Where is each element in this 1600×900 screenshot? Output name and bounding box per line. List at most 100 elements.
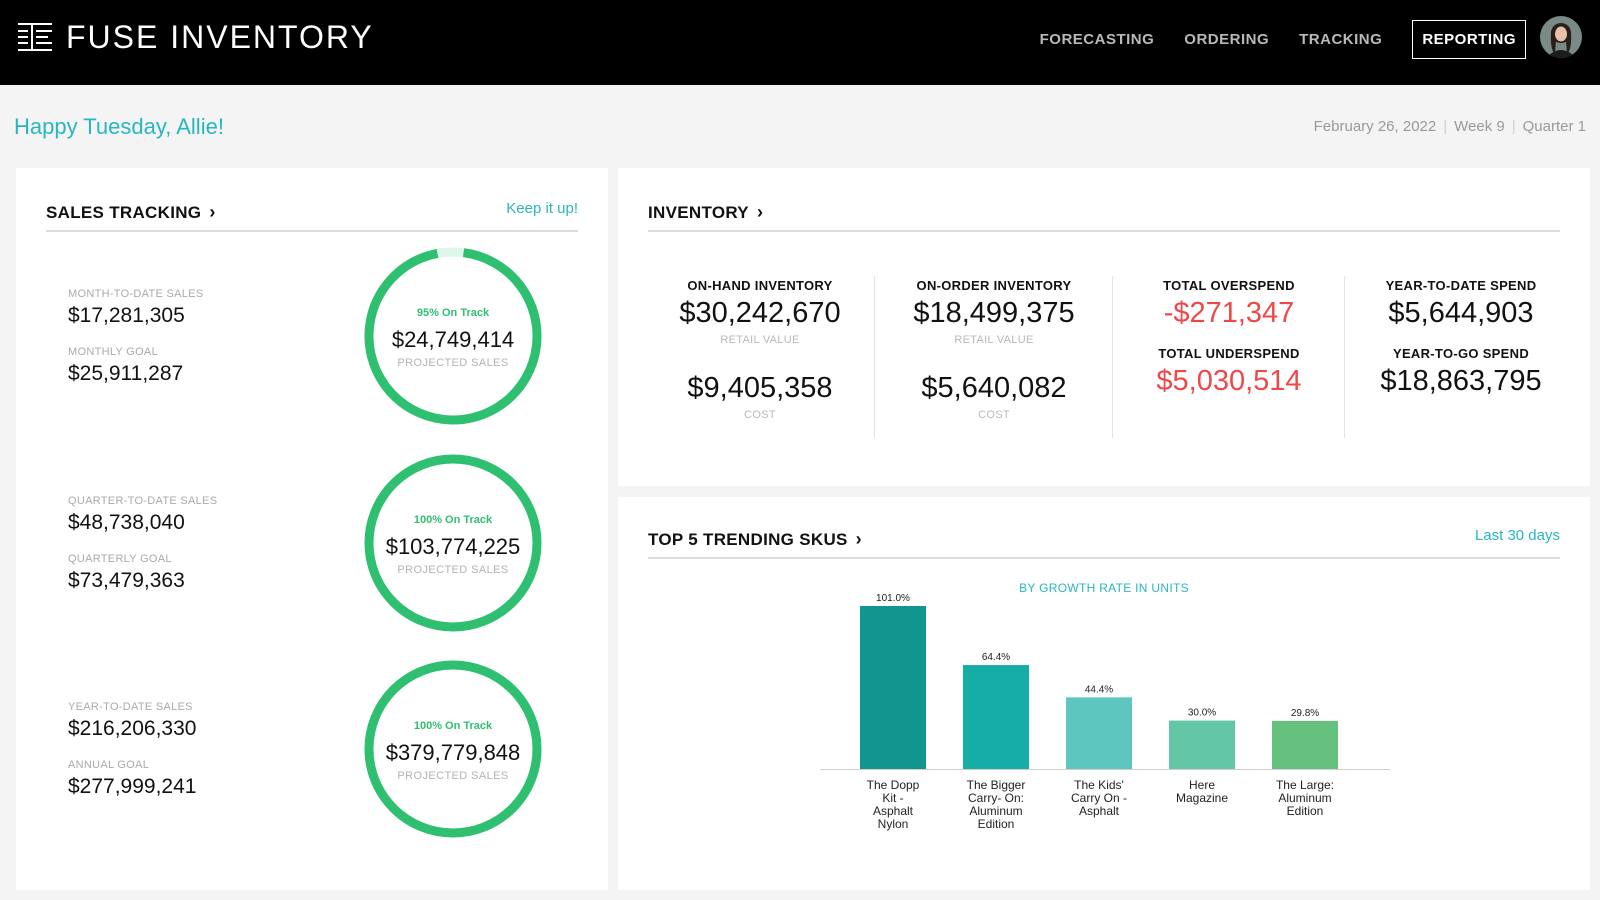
app-title: FUSE INVENTORY (66, 18, 374, 55)
goal-label: ANNUAL GOAL (68, 759, 150, 771)
ring-label: 100% On Track $379,779,848 PROJECTED SAL… (363, 720, 543, 782)
underspend-value: $5,030,514 (1156, 365, 1302, 397)
trending-skus-title-text: TOP 5 TRENDING SKUS (648, 529, 848, 549)
current-date: February 26, 2022 (1313, 118, 1437, 135)
category-label-line: Here (1189, 778, 1215, 792)
inventory-card: INVENTORY › ON-HAND INVENTORY $30,242,67… (618, 168, 1590, 486)
avatar-icon (1540, 16, 1582, 58)
on-hand-retail-value: $30,242,670 (679, 297, 841, 329)
logo[interactable]: FUSE INVENTORY (16, 18, 374, 56)
spend-variance: TOTAL OVERSPEND -$271,347 TOTAL UNDERSPE… (1124, 278, 1334, 398)
overspend-value: -$271,347 (1163, 297, 1295, 329)
category-label-line: The Kids' (1074, 778, 1124, 792)
ytg-spend-label: YEAR-TO-GO SPEND (1392, 346, 1530, 361)
top-navigation-bar: FUSE INVENTORY FORECASTING ORDERING TRAC… (0, 0, 1600, 85)
category-label-line: Asphalt (1079, 804, 1120, 818)
category-label-line: The Dopp (867, 778, 920, 792)
projected-sales-value: $103,774,225 (385, 534, 521, 559)
overspend-label: TOTAL OVERSPEND (1163, 278, 1295, 293)
nav-tracking[interactable]: TRACKING (1299, 31, 1383, 48)
category-label-line: Carry- On: (968, 791, 1024, 805)
category-label-line: The Bigger (967, 778, 1026, 792)
progress-ring (364, 660, 542, 838)
goal-value: $25,911,287 (68, 362, 184, 385)
projected-sales-label: PROJECTED SALES (397, 357, 509, 369)
user-avatar[interactable] (1540, 16, 1582, 58)
bar[interactable] (1066, 697, 1132, 769)
goal-label: MONTHLY GOAL (68, 346, 158, 358)
goal-value: $277,999,241 (68, 775, 197, 798)
divider (46, 230, 578, 232)
category-label-line: Aluminum (969, 804, 1022, 818)
on-order-retail-value: $18,499,375 (913, 297, 1075, 329)
category-label-line: Asphalt (873, 804, 914, 818)
period-selector[interactable]: Last 30 days (1474, 527, 1560, 544)
month-sales-block: MONTH-TO-DATE SALES $17,281,305 MONTHLY … (68, 288, 203, 386)
sales-value: $17,281,305 (68, 304, 185, 327)
sales-tracking-title-text: SALES TRACKING (46, 202, 202, 222)
category-label: The Kids' Carry On -Asphalt (1071, 778, 1127, 818)
on-track-status: 95% On Track (416, 307, 490, 319)
retail-value-label: RETAIL VALUE (954, 334, 1034, 346)
trending-skus-title[interactable]: TOP 5 TRENDING SKUS › (648, 529, 862, 550)
trending-skus-card: TOP 5 TRENDING SKUS › Last 30 days BY GR… (618, 497, 1590, 890)
column-divider (1344, 276, 1345, 438)
category-label-line: Kit - (882, 791, 903, 805)
category-label: The Bigger Carry- On: Aluminum Edition (967, 778, 1026, 831)
sales-label: MONTH-TO-DATE SALES (68, 288, 204, 300)
ytg-spend-value: $18,863,795 (1380, 365, 1542, 397)
bar[interactable] (1169, 720, 1235, 769)
ring-label: 95% On Track $24,749,414 PROJECTED SALES (363, 307, 543, 369)
category-label-line: Magazine (1176, 791, 1228, 805)
ring-label: 100% On Track $103,774,225 PROJECTED SAL… (363, 514, 543, 576)
underspend-label: TOTAL UNDERSPEND (1158, 346, 1300, 361)
on-hand-label: ON-HAND INVENTORY (687, 278, 833, 293)
nav-forecasting[interactable]: FORECASTING (1039, 31, 1155, 48)
projected-sales-label: PROJECTED SALES (397, 564, 509, 576)
on-order-label: ON-ORDER INVENTORY (916, 278, 1072, 293)
sales-tracking-title[interactable]: SALES TRACKING › (46, 202, 216, 223)
ring-progress (364, 454, 542, 632)
retail-value-label: RETAIL VALUE (720, 334, 800, 346)
bar[interactable] (1272, 720, 1338, 769)
bar[interactable] (860, 606, 926, 769)
inventory-title-text: INVENTORY (648, 202, 749, 222)
projected-sales-label: PROJECTED SALES (397, 770, 509, 782)
bar-value-label: 101.0% (876, 593, 910, 604)
spend-summary: YEAR-TO-DATE SPEND $5,644,903 YEAR-TO-GO… (1356, 278, 1566, 398)
progress-ring (364, 247, 542, 425)
bar-value-label: 29.8% (1291, 708, 1319, 719)
inventory-title[interactable]: INVENTORY › (648, 202, 763, 223)
sales-tagline: Keep it up! (506, 200, 578, 217)
category-label-line: Edition (1287, 804, 1324, 818)
bar-value-label: 64.4% (982, 652, 1010, 663)
cost-label: COST (978, 409, 1010, 421)
category-label: Here Magazine (1176, 778, 1228, 805)
on-hand-inventory: ON-HAND INVENTORY $30,242,670 RETAIL VAL… (660, 278, 860, 421)
separator: | (1511, 118, 1516, 135)
on-track-status: 100% On Track (413, 514, 493, 526)
year-sales-block: YEAR-TO-DATE SALES $216,206,330 ANNUAL G… (68, 701, 196, 799)
bar[interactable] (963, 665, 1029, 769)
nav-reporting[interactable]: REPORTING (1412, 20, 1526, 59)
category-label: The Large: Aluminum Edition (1276, 778, 1334, 818)
category-label-line: Nylon (878, 817, 909, 831)
current-quarter: Quarter 1 (1522, 118, 1586, 135)
goal-value: $73,479,363 (68, 569, 185, 592)
divider (648, 557, 1560, 559)
nav-ordering[interactable]: ORDERING (1184, 31, 1270, 48)
chevron-right-icon: › (756, 202, 764, 222)
category-label-line: Aluminum (1278, 791, 1331, 805)
trending-skus-bar-chart: 101.0%The Dopp Kit -Asphalt Nylon64.4%The … (820, 593, 1390, 831)
goal-label: QUARTERLY GOAL (68, 553, 172, 565)
fuse-logo-icon (18, 23, 52, 51)
category-label-line: Edition (978, 817, 1015, 831)
projected-sales-value: $24,749,414 (391, 327, 515, 352)
bar-value-label: 30.0% (1188, 708, 1216, 719)
date-info: February 26, 2022 | Week 9 | Quarter 1 (1314, 118, 1586, 135)
chevron-right-icon: › (855, 529, 862, 549)
quarter-sales-block: QUARTER-TO-DATE SALES $48,738,040 QUARTE… (68, 495, 217, 593)
ring-progress (364, 660, 542, 838)
chevron-right-icon: › (209, 202, 216, 222)
sales-value: $48,738,040 (68, 511, 185, 534)
